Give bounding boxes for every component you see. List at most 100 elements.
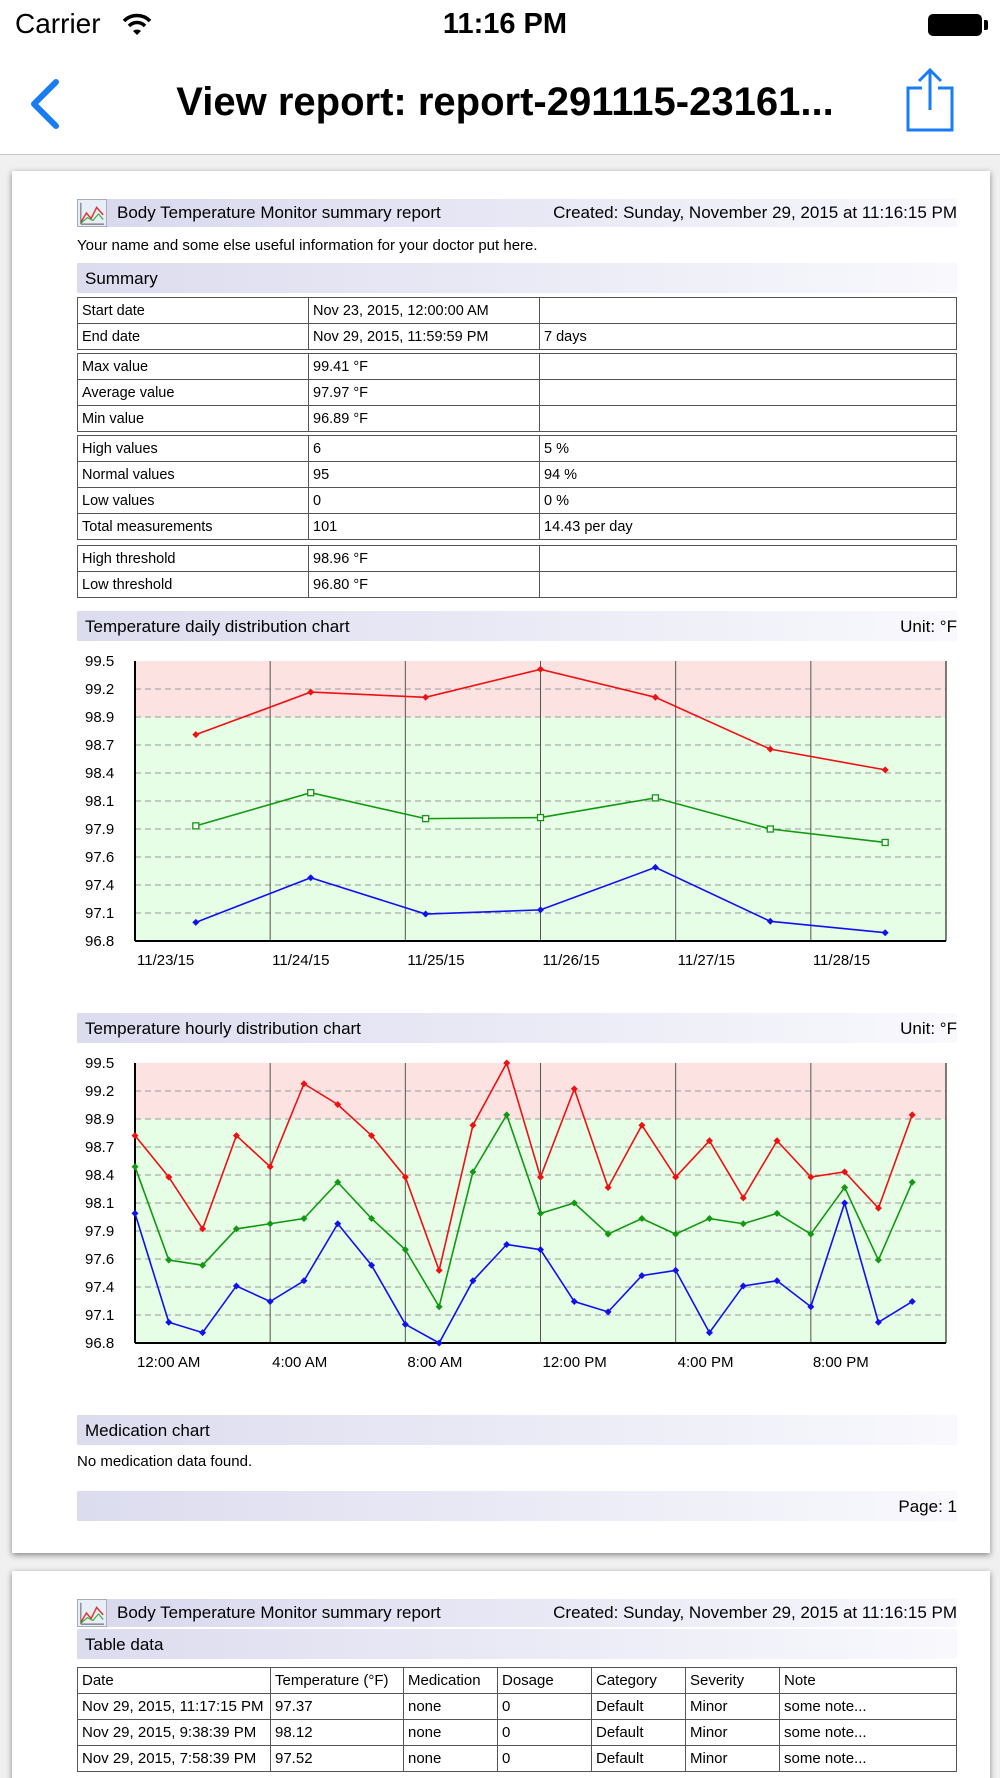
table-row[interactable]: Nov 29, 2015, 7:58:39 PM 97.52 none 0 De…	[77, 1745, 957, 1772]
column-header-dosage: Dosage	[497, 1667, 592, 1694]
table-row: High values 6 5 %	[77, 435, 957, 462]
data-point	[435, 1266, 443, 1274]
table-row[interactable]: Nov 29, 2015, 11:17:15 PM 97.37 none 0 D…	[77, 1693, 957, 1720]
data-point	[192, 822, 200, 830]
back-chevron-icon[interactable]	[24, 76, 68, 132]
summary-cell: 96.89 °F	[308, 405, 540, 432]
medication-title: Medication chart	[85, 1421, 210, 1440]
table-row: Min value 96.89 °F	[77, 405, 957, 432]
summary-cell: 94 %	[539, 461, 957, 488]
data-point	[165, 1318, 173, 1326]
data-point	[537, 1173, 544, 1181]
report-info-line: Your name and some else useful informati…	[77, 237, 538, 254]
y-tick-label: 97.9	[85, 821, 114, 838]
table-row: High threshold 98.96 °F	[77, 545, 957, 572]
report-viewer[interactable]: Body Temperature Monitor summary report …	[0, 155, 1000, 1778]
data-point	[672, 1173, 680, 1181]
summary-cell	[539, 571, 957, 598]
y-tick-label: 99.2	[85, 1083, 114, 1100]
data-point	[807, 1173, 815, 1181]
summary-table-counts: High values 6 5 % Normal values 95 94 % …	[77, 435, 957, 540]
daily-chart-title: Temperature daily distribution chart	[85, 617, 350, 636]
hourly-chart-unit: Unit: °F	[900, 1019, 957, 1038]
cell-temperature: 98.12	[270, 1719, 404, 1746]
x-tick-label: 12:00 PM	[543, 1354, 607, 1371]
data-point	[604, 1230, 612, 1238]
data-point	[165, 1256, 173, 1264]
cell-severity: Minor	[685, 1719, 780, 1746]
summary-cell: Low threshold	[77, 571, 309, 598]
summary-title: Summary	[85, 269, 158, 288]
data-point	[638, 1121, 646, 1129]
table-row[interactable]: Nov 29, 2015, 9:38:39 PM 98.12 none 0 De…	[77, 1719, 957, 1746]
data-point	[199, 1225, 207, 1233]
report-header-title: Body Temperature Monitor summary report	[117, 203, 441, 222]
y-tick-label: 97.6	[85, 1251, 114, 1268]
report-page-2: Body Temperature Monitor summary report …	[12, 1571, 990, 1778]
data-point	[165, 1173, 173, 1181]
table-row: Low threshold 96.80 °F	[77, 571, 957, 598]
cell-date: Nov 29, 2015, 11:17:15 PM	[77, 1693, 271, 1720]
page-title: View report: report-291115-23161...	[176, 80, 834, 124]
data-point	[881, 929, 889, 937]
summary-cell: 96.80 °F	[308, 571, 540, 598]
wifi-icon	[122, 13, 152, 35]
data-point	[570, 1298, 578, 1306]
cell-note: some note...	[779, 1719, 957, 1746]
data-point	[908, 1111, 916, 1119]
y-tick-label: 99.5	[85, 1055, 114, 1072]
data-point	[232, 1225, 240, 1233]
cell-medication: none	[403, 1719, 498, 1746]
data-point	[841, 1199, 849, 1207]
summary-section-header: Summary	[77, 263, 957, 293]
x-tick-label: 11/27/15	[678, 952, 735, 969]
column-header-severity: Severity	[685, 1667, 780, 1694]
daily-chart-header: Temperature daily distribution chart Uni…	[77, 611, 957, 641]
page-2-body: Body Temperature Monitor summary report …	[77, 1571, 957, 1778]
data-point	[334, 1178, 342, 1186]
data-point	[435, 1339, 443, 1347]
cell-severity: Minor	[685, 1745, 780, 1772]
summary-cell: High values	[77, 435, 309, 462]
data-point	[232, 1132, 240, 1140]
data-point	[503, 1240, 511, 1248]
cell-medication: none	[403, 1745, 498, 1772]
x-tick-label: 11/28/15	[813, 952, 870, 969]
data-point	[537, 1209, 544, 1217]
share-icon[interactable]	[902, 66, 958, 136]
data-point	[368, 1261, 376, 1269]
y-tick-label: 97.4	[85, 877, 114, 894]
data-point	[604, 1308, 612, 1316]
y-tick-label: 98.7	[85, 737, 114, 754]
summary-cell	[539, 297, 957, 324]
data-point	[739, 1220, 747, 1228]
x-tick-label: 12:00 AM	[137, 1354, 200, 1371]
status-bar: Carrier 11:16 PM	[0, 0, 1000, 50]
series-line	[134, 1060, 913, 1274]
data-point	[705, 1215, 713, 1223]
data-point	[705, 1329, 713, 1337]
data-point	[705, 1137, 713, 1145]
y-tick-label: 98.1	[85, 1195, 114, 1212]
cell-category: Default	[591, 1745, 686, 1772]
measurements-table: Date Temperature (°F) Medication Dosage …	[77, 1667, 957, 1772]
data-point	[469, 1277, 477, 1285]
data-point	[537, 665, 544, 673]
table-data-header: Table data	[77, 1629, 957, 1659]
carrier-label: Carrier	[15, 8, 101, 39]
data-point	[131, 1163, 139, 1171]
report-created: Created: Sunday, November 29, 2015 at 11…	[553, 203, 957, 222]
app-logo-icon	[77, 199, 107, 227]
y-tick-label: 98.4	[85, 1167, 114, 1184]
y-tick-label: 97.1	[85, 1307, 114, 1324]
app-logo-icon	[77, 1599, 107, 1627]
data-point	[536, 813, 545, 822]
summary-cell: 95	[308, 461, 540, 488]
table-row: End date Nov 29, 2015, 11:59:59 PM 7 day…	[77, 323, 957, 350]
summary-cell: 14.43 per day	[539, 513, 957, 540]
data-point	[908, 1178, 916, 1186]
cell-medication: none	[403, 1693, 498, 1720]
data-point	[131, 1132, 139, 1140]
battery-icon	[928, 14, 982, 36]
data-point	[908, 1298, 916, 1306]
